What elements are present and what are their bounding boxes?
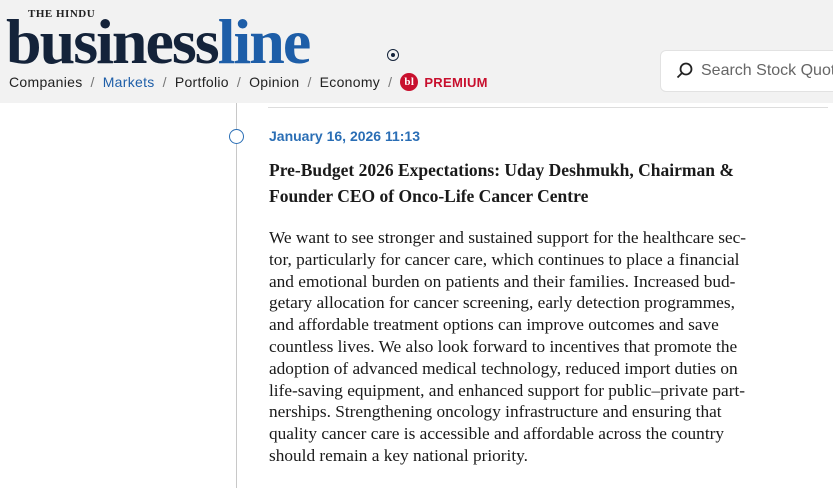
search-icon [676,62,693,79]
timeline-dot [229,129,244,144]
nav-item[interactable]: Economy [319,74,381,90]
body-line: We want to see stronger and sustained su… [269,228,747,247]
nav-item[interactable]: Opinion [249,74,300,90]
body-line: adoption of advanced medical technology,… [269,358,738,378]
logo-text: business [6,6,220,77]
nav-separator: / [307,74,312,90]
body-line: should remain a key national priority. [269,446,528,465]
logo-text: line [217,6,312,77]
masthead: THE HINDU [28,8,96,20]
nav-item[interactable]: Companies [9,74,83,90]
search-placeholder: Search Stock Quotes [701,62,833,79]
headline-line: Founder CEO of Onco-Life Cancer Centre [269,186,589,206]
nav-item[interactable]: Portfolio [174,74,229,90]
logo-mark [387,49,399,61]
body-line: tor, particularly for cancer care, which… [269,249,740,269]
divider [268,107,828,108]
search-box[interactable]: Search Stock Quotes [660,50,833,92]
nav-item[interactable]: PREMIUM [424,74,488,90]
nav-separator: / [162,74,167,90]
body-line: nerships. Strengthening oncology infrast… [269,402,722,422]
timestamp: January 16, 2026 11:13 [269,128,421,144]
nav-separator: / [388,74,393,90]
logo[interactable]: businessline [6,6,312,78]
body-line: and emotional burden on patients and the… [269,271,736,291]
nav: Companies / Markets / Portfolio / Opinion / Econ… [9,73,488,91]
body-line: and affordable treatment options can imp… [269,315,719,335]
nav-item[interactable]: Markets [102,74,155,90]
premium-icon: bl [400,73,419,91]
nav-separator: / [90,74,95,90]
body-line: quality cancer care is accessible and af… [269,424,725,444]
timeline [236,103,237,488]
headline-line: Pre-Budget 2026 Expectations: Uday Deshm… [269,160,734,180]
body-line: countless lives. We also look forward to… [269,337,738,356]
body-line: getary allocation for cancer screening, … [269,293,735,313]
nav-separator: / [236,74,242,90]
body-line: life-saving equipment, and enhanced supp… [269,380,746,400]
